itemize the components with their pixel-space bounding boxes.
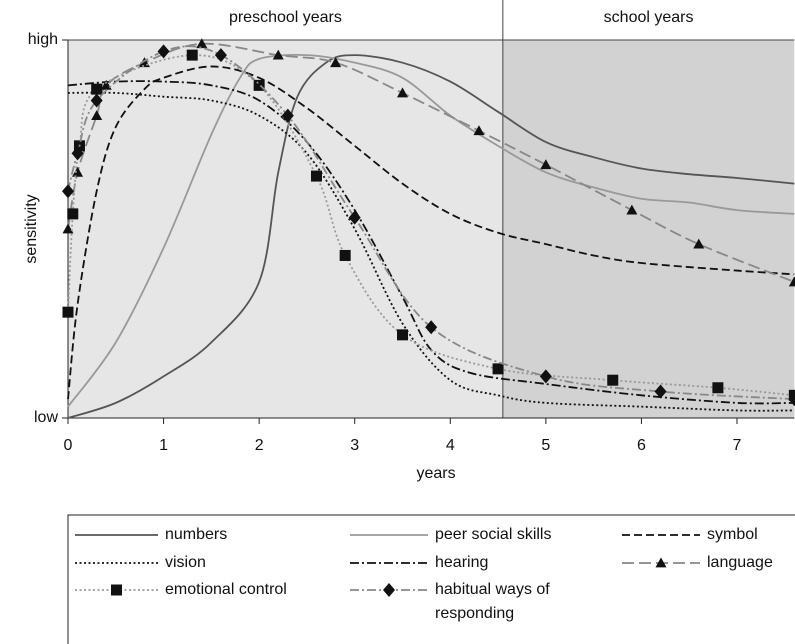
legend-label: emotional control [165,581,287,598]
marker [67,208,79,220]
marker [214,48,227,63]
legend-label: vision [165,554,206,571]
plot [62,38,795,419]
marker [397,329,408,341]
series-line [67,54,795,419]
marker [492,363,504,375]
marker [186,49,198,61]
legend-label: symbol [707,526,758,543]
marker [253,79,265,91]
marker [62,184,74,199]
legend-marker [111,584,122,596]
marker [91,83,103,95]
y-tick-label: high [28,31,58,48]
marker [626,204,638,215]
marker [62,306,74,318]
y-axis-label: sensitivity [23,194,40,263]
legend-label: language [707,554,773,571]
x-tick-label: 3 [350,437,359,454]
region-label: school years [604,9,694,26]
legend-marker [383,583,395,597]
x-tick-label: 1 [159,437,168,454]
legend-item [75,584,158,596]
marker [788,276,795,287]
legend-item [622,557,700,568]
marker [788,392,795,407]
legend-label: numbers [165,526,228,543]
marker [310,170,322,182]
marker [196,38,208,49]
marker [62,223,74,234]
legend-label: hearing [435,554,489,571]
marker [654,384,667,399]
marker [693,238,705,249]
marker [71,146,84,161]
series-line [67,65,795,400]
y-tick-label: low [34,409,58,426]
marker [539,369,552,384]
marker [281,108,294,123]
x-tick-label: 6 [637,437,646,454]
legend-label: habitual ways of responding [435,581,550,622]
legend-item [350,583,428,597]
x-axis-label: years [416,465,455,482]
marker [425,320,438,335]
series-line [67,54,795,408]
marker [91,110,103,120]
series-line [67,91,795,412]
region-label: preschool years [229,9,342,26]
marker [540,159,552,170]
marker [157,44,170,59]
region [68,40,503,418]
x-tick-label: 7 [733,437,742,454]
region [502,40,795,418]
marker [712,382,724,394]
series-line [67,45,795,400]
marker [473,125,485,136]
x-tick-label: 0 [64,437,73,454]
marker [397,87,408,98]
marker [90,93,103,108]
marker [72,166,84,177]
x-tick-label: 2 [255,437,264,454]
x-tick-label: 5 [541,437,550,454]
legend-label: peer social skills [435,526,552,543]
marker [272,49,284,60]
marker [100,79,112,90]
marker [607,374,619,386]
plot-background [68,40,795,418]
x-tick-label: 4 [446,437,455,454]
legend-box [67,514,795,644]
series-line [67,80,795,405]
legend-marker [655,557,667,568]
marker [348,210,361,225]
marker [330,57,342,68]
marker [339,249,351,261]
